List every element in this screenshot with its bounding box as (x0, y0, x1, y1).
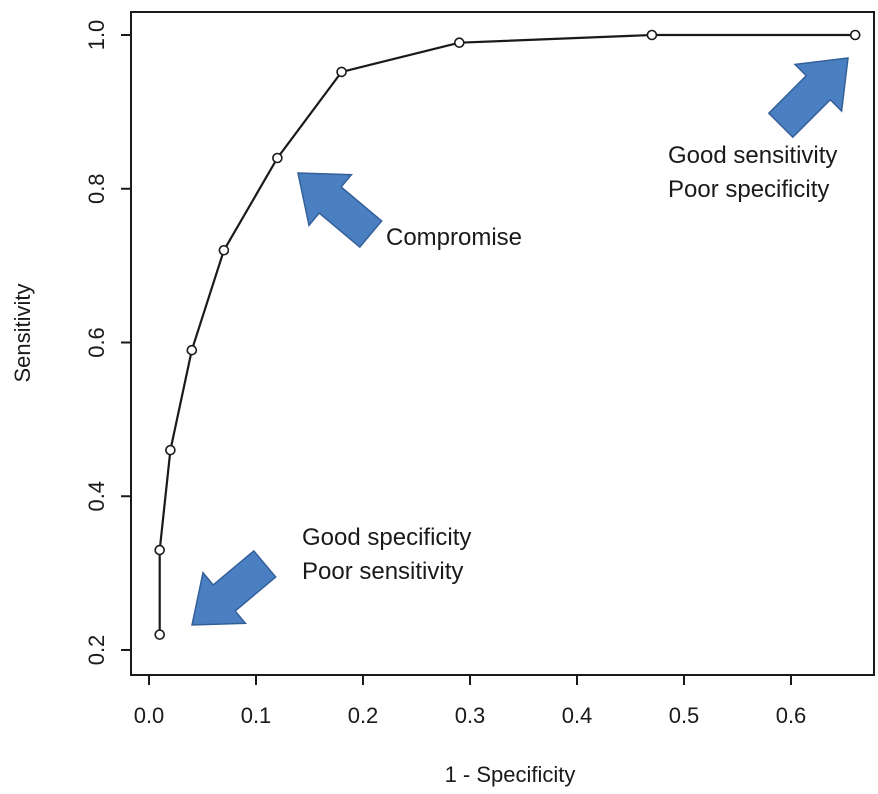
x-axis: 0.0 0.1 0.2 0.3 0.4 0.5 0.6 (134, 674, 807, 728)
y-tick-label: 0.6 (84, 327, 109, 358)
y-tick-label: 0.4 (84, 481, 109, 512)
y-tick-label: 0.8 (84, 173, 109, 204)
annotation-label: Good sensitivity (668, 142, 837, 169)
arrow-layer (191, 57, 849, 626)
x-tick-label: 0.2 (348, 703, 379, 728)
y-axis: 0.2 0.4 0.6 0.8 1.0 (84, 20, 131, 666)
data-point (154, 544, 165, 556)
x-tick-label: 0.3 (455, 703, 486, 728)
annotation-arrow-icon (297, 172, 383, 249)
x-tick-label: 0.6 (776, 703, 807, 728)
data-point (165, 444, 176, 456)
annotation-label: Compromise (386, 224, 522, 251)
x-tick-label: 0.1 (241, 703, 272, 728)
series-layer (154, 29, 861, 640)
data-point (453, 37, 465, 48)
data-point (849, 29, 861, 41)
x-axis-title: 1 - Specificity (445, 762, 576, 787)
y-tick-label: 0.2 (84, 635, 109, 666)
annotation-arrow-icon (767, 57, 849, 139)
annotation-label: Good specificity (302, 524, 471, 551)
annotation-label: Poor sensitivity (302, 558, 463, 585)
data-point (646, 29, 658, 41)
data-point (272, 152, 283, 164)
data-point (154, 629, 165, 640)
x-tick-label: 0.5 (669, 703, 700, 728)
annotation-arrow-icon (191, 549, 277, 626)
data-point (336, 66, 347, 78)
x-tick-label: 0.4 (562, 703, 593, 728)
annotation-label: Poor specificity (668, 176, 829, 203)
data-point (218, 244, 230, 256)
y-axis-title: Sensitivity (10, 283, 35, 382)
data-point (186, 344, 198, 356)
y-tick-label: 1.0 (84, 20, 109, 51)
roc-curve-line (158, 33, 856, 635)
x-tick-label: 0.0 (134, 703, 165, 728)
annotation-layer: Good sensitivity Poor specificity Compromi… (302, 142, 837, 585)
